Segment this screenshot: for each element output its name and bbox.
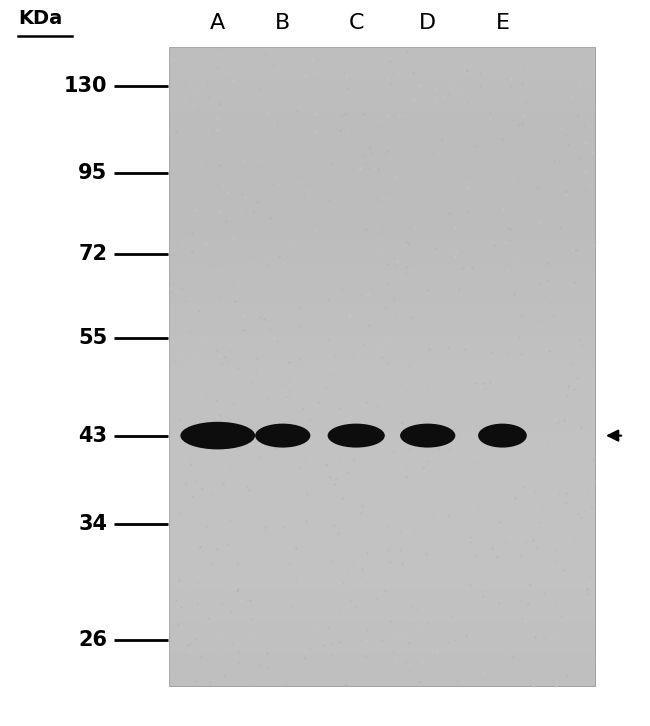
Text: 130: 130: [64, 76, 107, 96]
Bar: [169, 303, 595, 335]
Text: 55: 55: [78, 327, 107, 348]
Ellipse shape: [181, 422, 255, 449]
Bar: [169, 143, 595, 175]
Bar: [169, 47, 595, 79]
Text: 95: 95: [78, 163, 107, 183]
Ellipse shape: [400, 423, 456, 447]
Text: B: B: [275, 13, 291, 33]
Bar: [169, 590, 595, 622]
Text: A: A: [210, 13, 226, 33]
Bar: [169, 494, 595, 526]
Bar: [169, 175, 595, 207]
Bar: [169, 335, 595, 367]
Bar: [169, 558, 595, 590]
Text: 26: 26: [78, 630, 107, 650]
Bar: [169, 431, 595, 462]
Bar: [169, 111, 595, 143]
Bar: [169, 47, 595, 686]
Bar: [169, 79, 595, 111]
Bar: [169, 367, 595, 399]
Text: KDa: KDa: [18, 9, 62, 28]
Ellipse shape: [328, 423, 385, 447]
Text: E: E: [495, 13, 510, 33]
Text: 43: 43: [78, 425, 107, 446]
Bar: [169, 271, 595, 303]
Text: 72: 72: [78, 244, 107, 264]
Bar: [169, 654, 595, 686]
Bar: [169, 462, 595, 494]
Bar: [169, 622, 595, 654]
Text: 34: 34: [78, 514, 107, 534]
Bar: [169, 399, 595, 431]
Text: C: C: [348, 13, 364, 33]
Ellipse shape: [255, 423, 311, 447]
Bar: [169, 526, 595, 558]
Text: D: D: [419, 13, 436, 33]
Ellipse shape: [478, 423, 527, 447]
Bar: [169, 207, 595, 239]
Bar: [169, 239, 595, 271]
